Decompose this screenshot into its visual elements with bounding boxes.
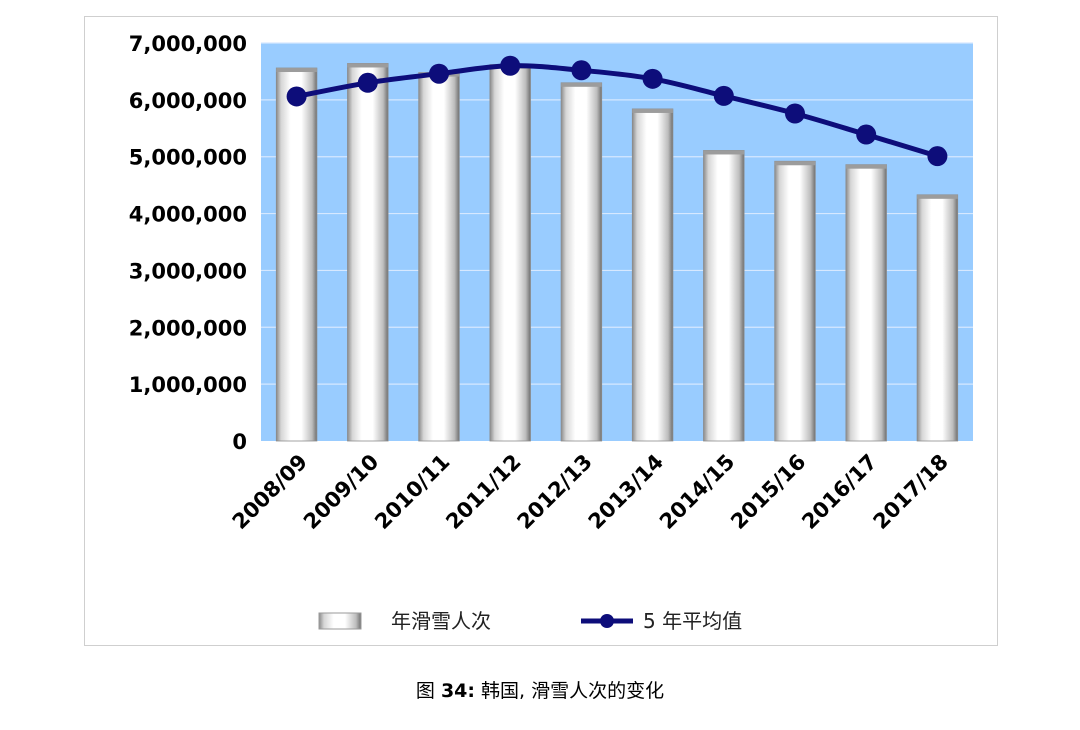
avg-point — [642, 68, 663, 89]
y-tick-label: 6,000,000 — [129, 89, 247, 113]
bar-top-edge — [561, 82, 602, 87]
x-tick-label: 2008/09 — [228, 450, 312, 534]
x-tick-label: 2013/14 — [584, 450, 668, 534]
bar — [916, 194, 959, 442]
avg-point — [927, 146, 948, 167]
y-tick-label: 0 — [232, 430, 247, 454]
x-tick-label: 2009/10 — [299, 450, 383, 534]
y-tick-label: 7,000,000 — [129, 32, 247, 56]
avg-line — [296, 63, 939, 159]
bar — [418, 72, 460, 442]
avg-point — [571, 60, 592, 81]
y-tick-label: 5,000,000 — [129, 146, 247, 170]
legend-line-marker — [600, 614, 614, 628]
bar-top-edge — [347, 63, 389, 68]
x-tick-label: 2010/11 — [370, 450, 454, 534]
bar — [489, 64, 531, 442]
caption-number: 34: — [440, 680, 475, 702]
caption-text: 韩国, 滑雪人次的变化 — [474, 680, 665, 702]
bar — [560, 82, 603, 442]
bar-top-edge — [917, 194, 958, 199]
y-tick-label: 4,000,000 — [129, 203, 247, 227]
legend-label-line: 5 年平均值 — [643, 609, 742, 633]
chart: 0 1,000,000 2,000,000 3,000,000 4,000,000 5,0… — [129, 32, 973, 633]
bar-top-edge — [703, 150, 745, 155]
x-tick-label: 2017/18 — [869, 450, 953, 534]
x-tick-label: 2016/17 — [797, 450, 881, 534]
bar-top-edge — [845, 164, 887, 169]
bar — [703, 150, 745, 442]
avg-point — [856, 124, 877, 145]
legend-bar-swatch — [318, 612, 362, 630]
bar-top-edge — [632, 108, 673, 113]
line-series — [286, 55, 948, 167]
y-axis: 0 1,000,000 2,000,000 3,000,000 4,000,000 5,0… — [129, 32, 247, 454]
y-tick-label: 2,000,000 — [129, 316, 247, 340]
avg-point — [785, 103, 805, 124]
bar — [631, 108, 674, 442]
figure-caption: 图 34: 韩国, 滑雪人次的变化 — [0, 676, 1080, 703]
y-tick-label: 1,000,000 — [129, 373, 247, 397]
x-tick-label: 2011/12 — [441, 450, 525, 534]
avg-point — [429, 63, 449, 84]
legend: 年滑雪人次 5 年平均值 — [318, 609, 742, 633]
chart-frame: 0 1,000,000 2,000,000 3,000,000 4,000,000 5,0… — [84, 16, 998, 646]
avg-point — [286, 86, 307, 107]
bar — [275, 67, 318, 442]
avg-point — [500, 55, 521, 76]
caption-prefix: 图 — [415, 680, 441, 702]
y-tick-label: 3,000,000 — [129, 259, 247, 283]
bar — [774, 160, 816, 442]
bar-top-edge — [276, 68, 317, 73]
legend-label-bars: 年滑雪人次 — [391, 609, 491, 633]
x-axis: 2008/092009/102010/112011/122012/132013/… — [228, 450, 953, 534]
x-tick-label: 2012/13 — [513, 450, 597, 534]
avg-point — [713, 85, 734, 106]
bar-series — [275, 63, 959, 442]
bar — [347, 63, 389, 442]
bar — [845, 164, 887, 442]
avg-point — [357, 72, 378, 93]
x-tick-label: 2014/15 — [655, 450, 739, 534]
x-tick-label: 2015/16 — [726, 450, 810, 534]
bar-top-edge — [774, 161, 816, 166]
